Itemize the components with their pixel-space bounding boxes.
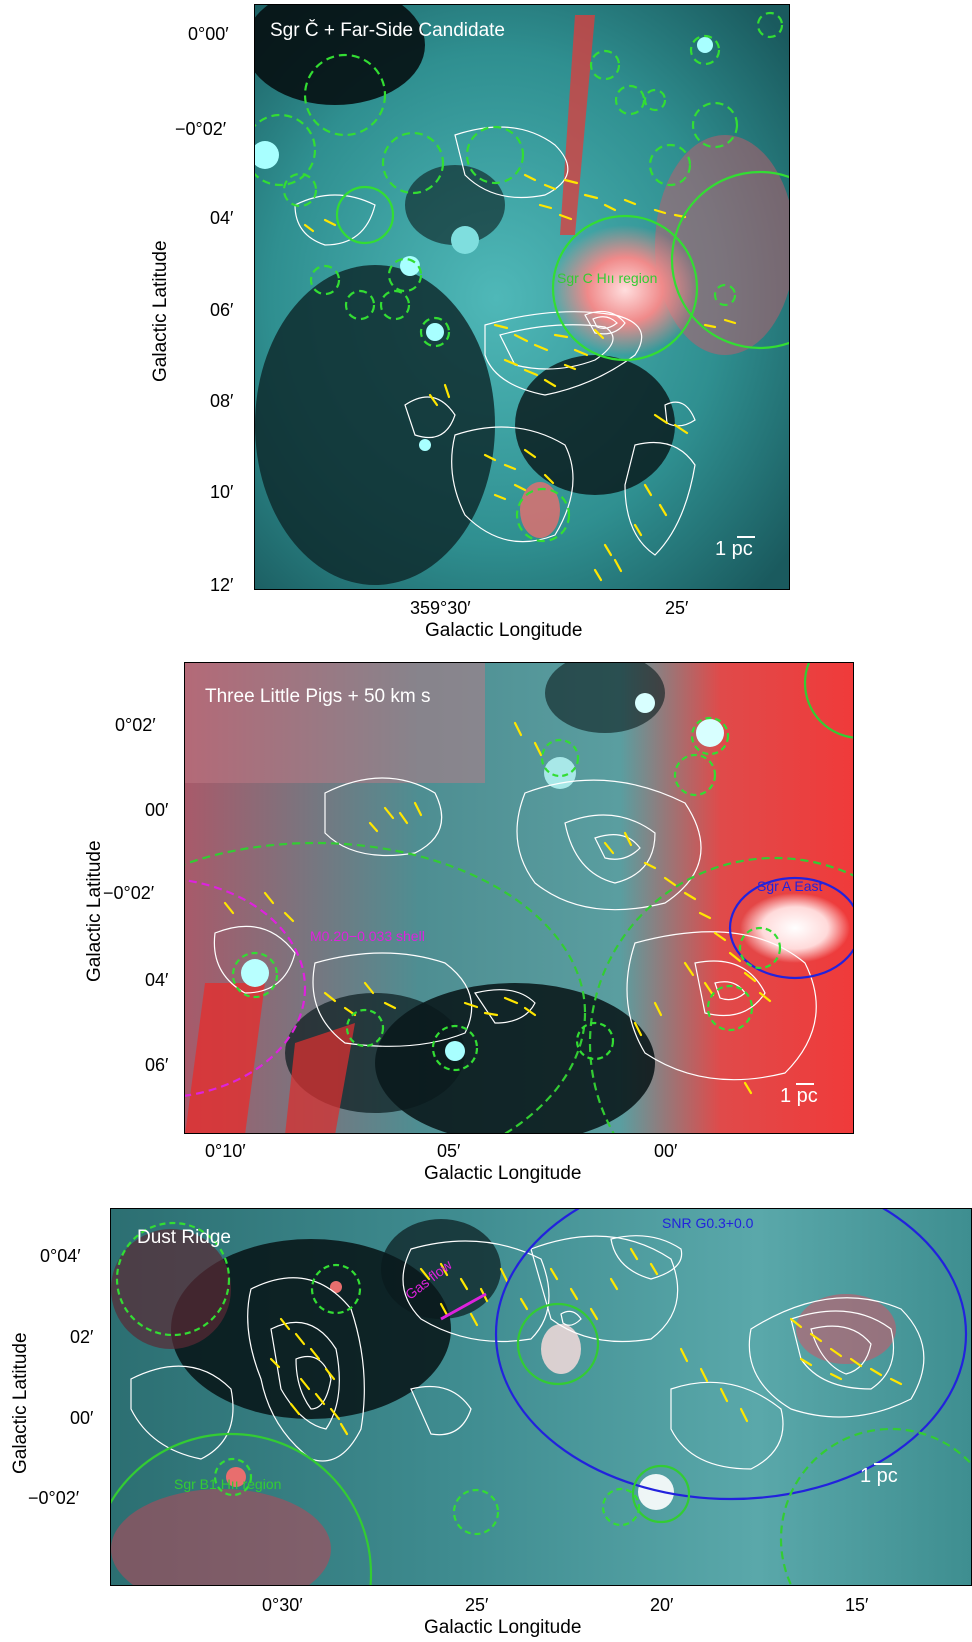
panel-1-annotation-sgr-c-hii: Sgr C Hıı region [557, 270, 658, 286]
scale-bar-label: 1 pc [715, 538, 753, 560]
panel-1-image [254, 4, 790, 590]
panel-2-xtick-0: 0°10′ [205, 1141, 246, 1161]
panel-1-xlabel: Galactic Longitude [425, 620, 583, 641]
panel-3-ylabel: Galactic Latitude [10, 1332, 31, 1474]
panel-2-ytick-2: −0°02′ [103, 883, 155, 903]
panel-1-ytick-6: 12′ [210, 575, 234, 595]
panel-1-ytick-4: 08′ [210, 391, 234, 411]
panel-3-ytick-0: 0°04′ [40, 1246, 81, 1266]
panel-2-annotation-shell: M0.20−0.033 shell [310, 928, 425, 944]
panel-1-ytick-5: 10′ [210, 482, 234, 502]
panel-2-ytick-3: 04′ [145, 970, 169, 990]
panel-1-ylabel: Galactic Latitude [150, 240, 171, 382]
panel-3-scale-bar: 1 pc [860, 1463, 898, 1488]
panel-3-ytick-1: 02′ [70, 1327, 94, 1347]
panel-3-annotation-sgr-b1: Sgr B1 Hıı region [174, 1476, 282, 1492]
panel-2-title: Three Little Pigs + 50 km s [205, 686, 431, 707]
panel-3-xtick-0: 0°30′ [262, 1595, 303, 1615]
scale-bar-line [796, 1083, 814, 1085]
scale-bar-line [874, 1463, 892, 1465]
panel-1-ytick-0: 0°00′ [188, 24, 229, 44]
panel-3-ytick-2: 00′ [70, 1408, 94, 1428]
panel-1-ytick-3: 06′ [210, 300, 234, 320]
panel-1-scale-bar: 1 pc [715, 536, 755, 561]
panel-3-xtick-1: 25′ [465, 1595, 489, 1615]
scale-bar-line [737, 536, 755, 538]
panel-3-xtick-2: 20′ [650, 1595, 674, 1615]
panel-1-xtick-1: 25′ [665, 598, 689, 618]
scale-bar-label: 1 pc [860, 1465, 898, 1487]
panel-3-annotation-snr: SNR G0.3+0.0 [662, 1215, 754, 1231]
panel-2-xlabel: Galactic Longitude [424, 1163, 582, 1184]
panel-3-title: Dust Ridge [137, 1227, 231, 1248]
panel-2-ytick-0: 0°02′ [115, 715, 156, 735]
scale-bar-label: 1 pc [780, 1085, 818, 1107]
panel-2-scale-bar: 1 pc [780, 1083, 818, 1108]
panel-3-image [110, 1208, 972, 1586]
panel-2-ylabel: Galactic Latitude [84, 840, 105, 982]
panel-1-title: Sgr C̆ + Far-Side Candidate [270, 20, 505, 41]
panel-3-xtick-3: 15′ [845, 1595, 869, 1615]
panel-2-annotation-sgr-a-east: Sgr A East [757, 878, 823, 894]
panel-2-ytick-4: 06′ [145, 1055, 169, 1075]
panel-1-ytick-2: 04′ [210, 208, 234, 228]
panel-2-ytick-1: 00′ [145, 800, 169, 820]
panel-2-xtick-2: 00′ [654, 1141, 678, 1161]
panel-3-ytick-3: −0°02′ [28, 1488, 80, 1508]
panel-1-xtick-0: 359°30′ [410, 598, 471, 618]
panel-2-image [184, 662, 854, 1134]
panel-3-xlabel: Galactic Longitude [424, 1617, 582, 1638]
panel-2-xtick-1: 05′ [437, 1141, 461, 1161]
panel-1-ytick-1: −0°02′ [175, 119, 227, 139]
